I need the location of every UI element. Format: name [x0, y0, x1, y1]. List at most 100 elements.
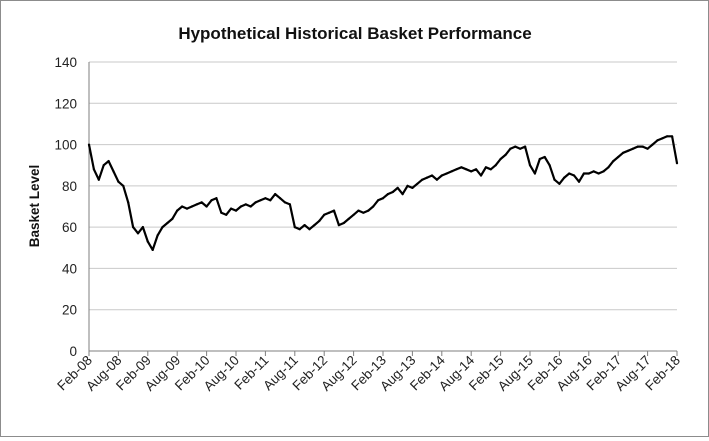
data-point	[249, 205, 252, 208]
data-point	[342, 221, 345, 225]
data-point	[220, 211, 223, 214]
data-point	[318, 219, 321, 222]
data-point	[548, 164, 551, 167]
data-point	[391, 190, 394, 194]
data-point	[303, 224, 306, 227]
data-point	[396, 186, 399, 189]
data-point	[347, 217, 350, 220]
data-point	[156, 234, 159, 237]
data-point	[484, 166, 487, 169]
data-point	[426, 176, 429, 179]
data-point	[499, 157, 502, 161]
data-point	[102, 164, 105, 167]
data-point	[279, 197, 282, 200]
data-point	[568, 172, 571, 175]
data-point	[332, 209, 336, 212]
data-point	[107, 160, 110, 163]
data-point	[254, 201, 257, 204]
data-point	[641, 145, 644, 148]
data-point	[185, 207, 189, 210]
data-point	[161, 226, 164, 229]
data-point	[406, 184, 409, 187]
data-point	[146, 240, 149, 243]
data-point	[445, 172, 448, 175]
y-tick-label: 0	[69, 344, 77, 359]
series-line	[87, 135, 679, 251]
chart-title: Hypothetical Historical Basket Performan…	[178, 24, 531, 43]
data-point	[92, 168, 95, 171]
data-point	[372, 205, 375, 208]
data-point	[298, 228, 301, 231]
data-point	[573, 174, 576, 177]
data-point	[430, 174, 434, 177]
data-point	[205, 205, 208, 208]
data-point	[225, 213, 228, 216]
data-point	[136, 232, 140, 235]
data-point	[166, 221, 169, 225]
data-point	[141, 226, 144, 229]
data-point	[416, 182, 419, 185]
data-point	[367, 209, 370, 212]
data-point	[151, 248, 154, 251]
data-point	[308, 228, 311, 231]
data-point	[626, 149, 630, 152]
data-point	[97, 178, 100, 181]
y-tick-label: 120	[54, 96, 77, 111]
data-point	[117, 180, 120, 183]
data-point	[622, 151, 625, 154]
data-point	[587, 172, 590, 175]
data-point	[543, 155, 546, 159]
data-point	[538, 157, 541, 161]
data-point	[274, 193, 277, 196]
data-point	[293, 226, 296, 229]
data-point	[112, 170, 115, 173]
data-point	[381, 197, 385, 200]
data-point	[661, 137, 664, 140]
data-point	[528, 164, 532, 167]
data-point	[87, 143, 91, 146]
data-point	[577, 180, 581, 183]
data-point	[504, 153, 507, 156]
data-point	[612, 160, 615, 163]
data-point	[553, 178, 556, 181]
data-point	[475, 168, 478, 171]
data-point	[563, 176, 566, 179]
y-axis-label: Basket Level	[27, 165, 42, 248]
data-point	[470, 170, 473, 173]
data-point	[269, 199, 272, 202]
data-point	[533, 172, 537, 175]
data-point	[386, 193, 389, 196]
data-point	[357, 209, 360, 212]
data-point	[651, 143, 654, 146]
data-point	[509, 147, 512, 150]
data-point	[617, 155, 620, 159]
data-point	[558, 182, 561, 185]
data-point	[195, 203, 198, 206]
data-point	[122, 184, 125, 187]
data-point	[582, 172, 586, 175]
data-point	[259, 199, 262, 202]
data-point	[362, 211, 365, 214]
data-point	[244, 203, 247, 206]
y-tick-label: 80	[62, 179, 77, 194]
data-point	[519, 147, 522, 150]
data-point	[597, 172, 600, 175]
data-point	[264, 197, 267, 200]
x-axis-ticks: Feb-08Aug-08Feb-09Aug-09Feb-10Aug-10Feb-…	[54, 352, 683, 394]
data-point	[200, 201, 203, 204]
data-point	[631, 147, 635, 150]
gridlines	[88, 61, 678, 356]
data-point	[514, 145, 517, 148]
data-point	[377, 199, 380, 202]
data-point	[455, 168, 458, 171]
data-point	[671, 135, 674, 138]
data-point	[646, 147, 649, 150]
series-layer	[87, 135, 679, 251]
data-point	[352, 213, 355, 216]
y-tick-label: 60	[62, 220, 77, 235]
data-point	[479, 174, 483, 177]
data-point	[210, 199, 213, 202]
data-point	[602, 170, 605, 173]
